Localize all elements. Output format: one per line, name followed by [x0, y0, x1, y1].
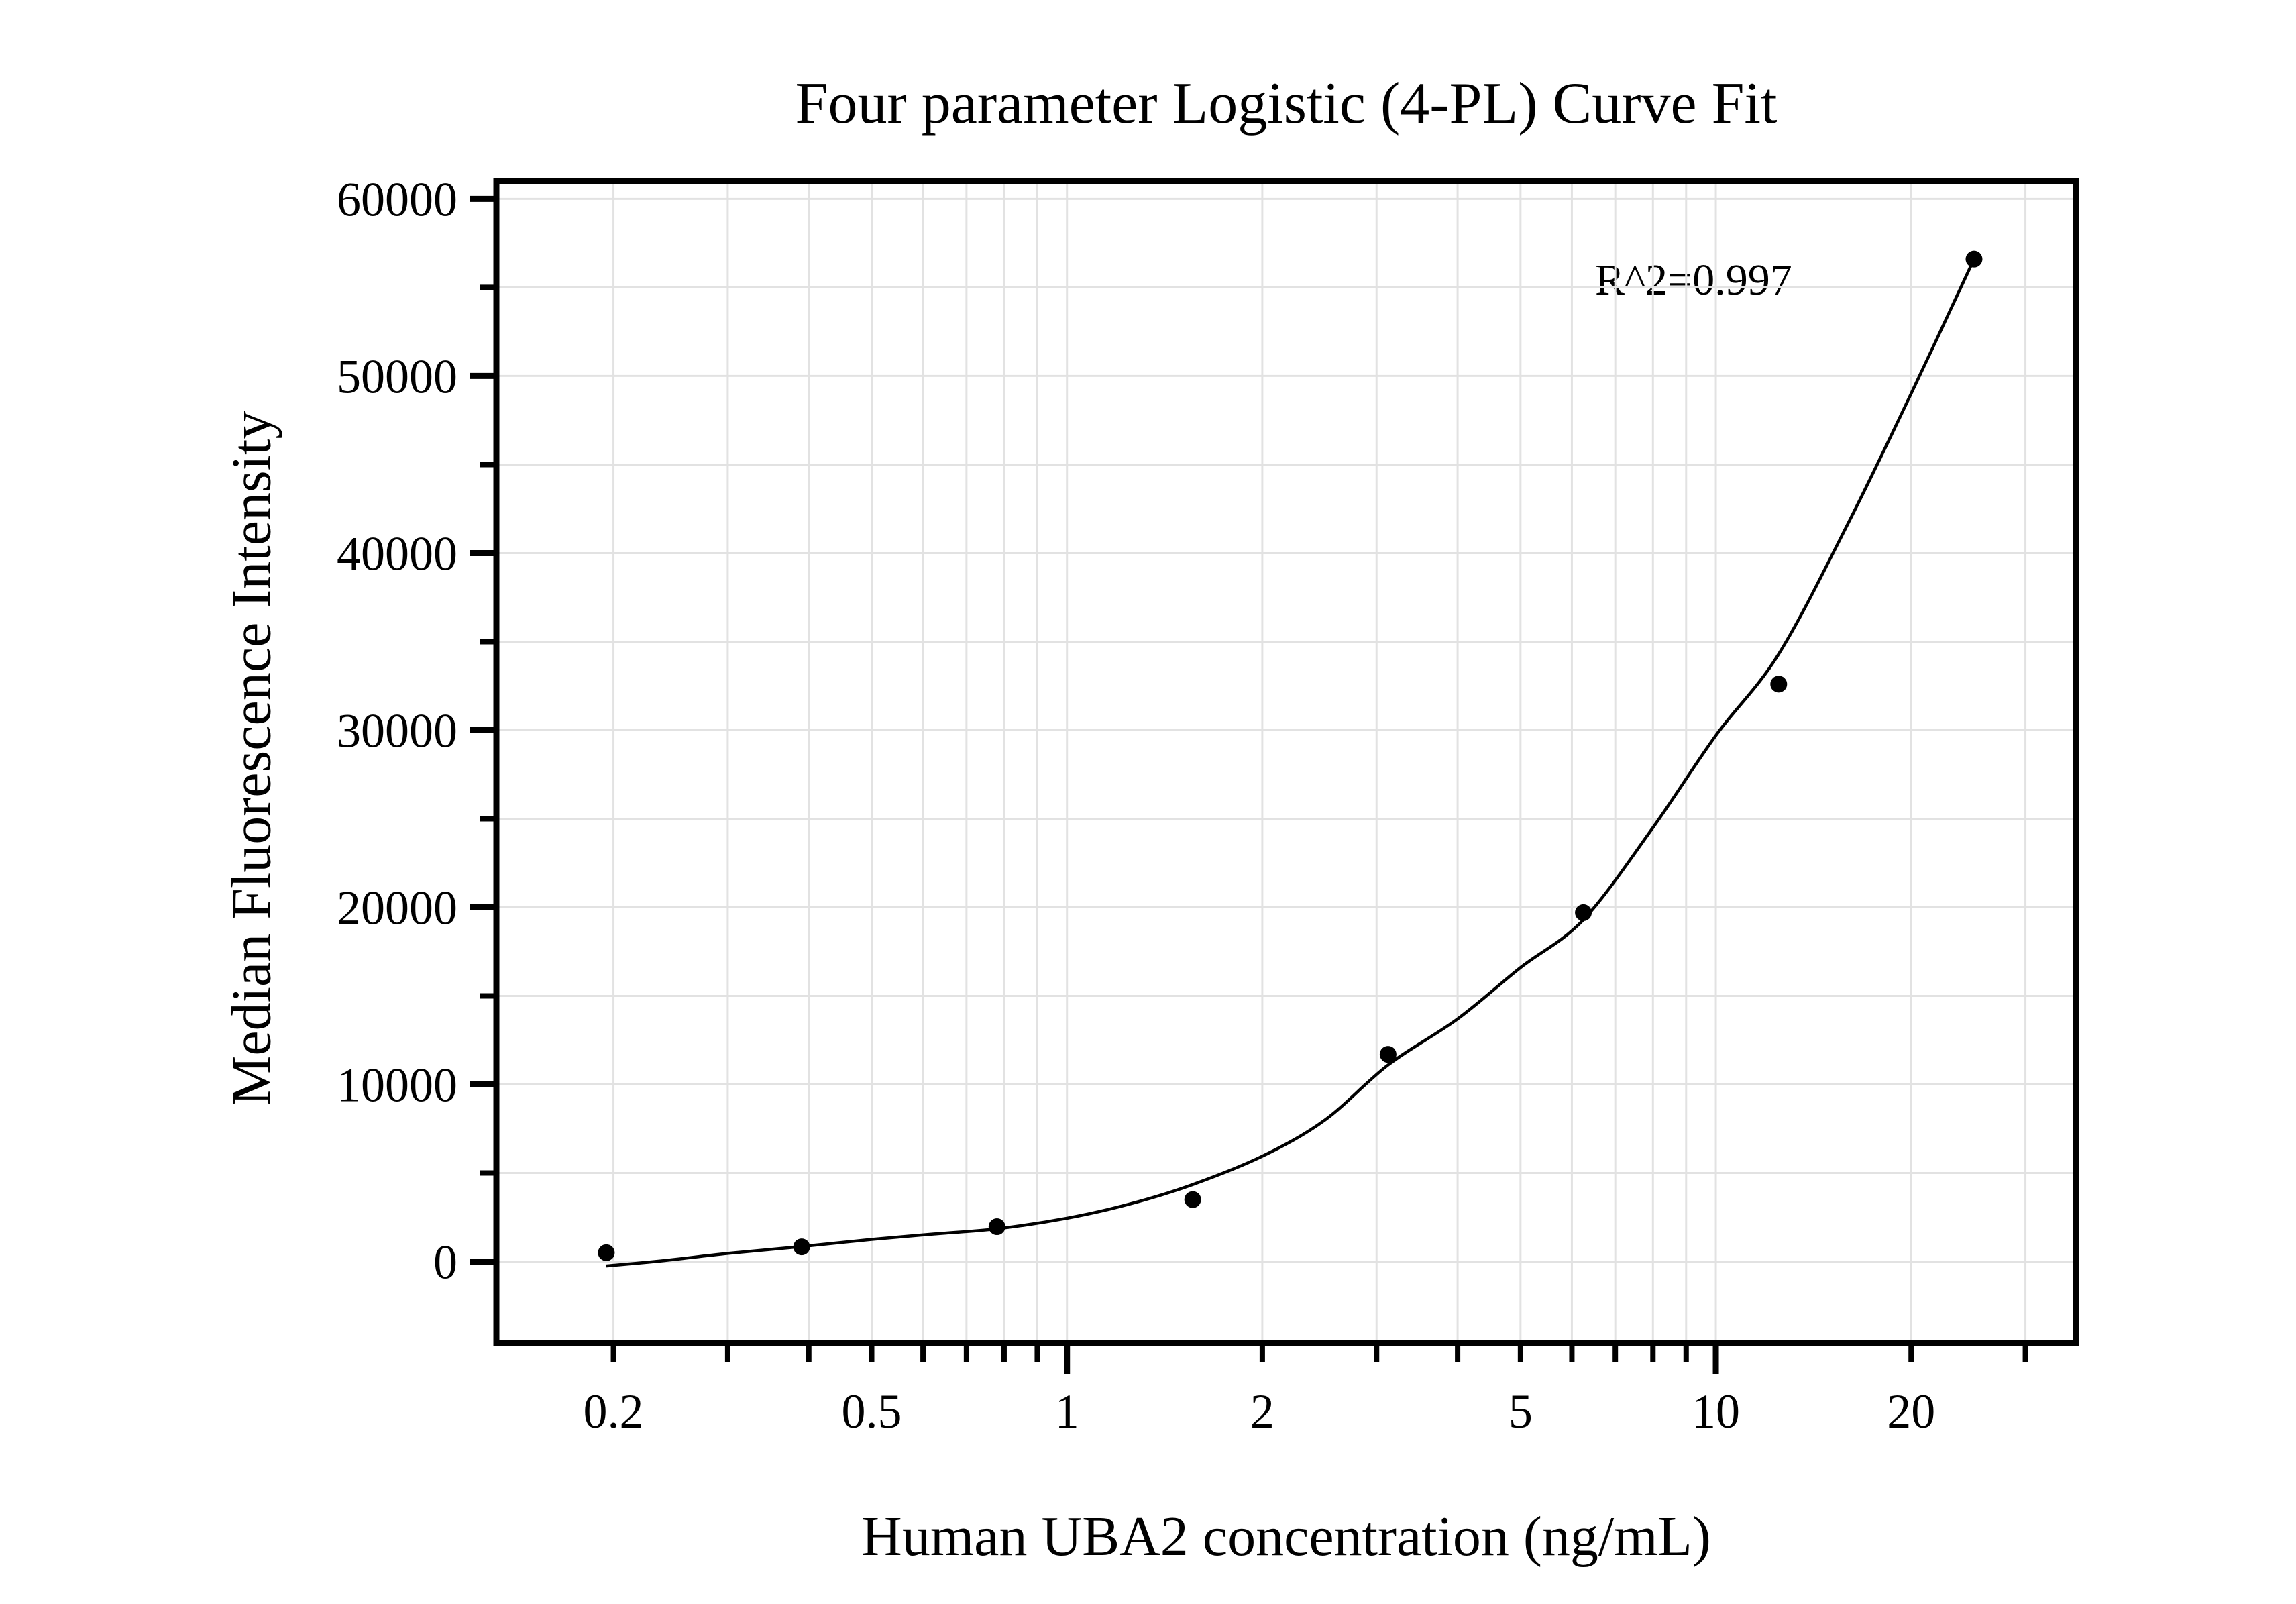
axis-frame — [493, 178, 2079, 1346]
data-point — [1965, 250, 1983, 268]
x-tick-label: 5 — [1509, 1385, 1533, 1438]
data-point — [1184, 1191, 1201, 1208]
y-tick-label: 50000 — [337, 350, 457, 403]
y-tick-label: 60000 — [337, 172, 457, 226]
x-tick-label: 2 — [1250, 1385, 1274, 1438]
fit-curve — [606, 258, 1976, 1268]
data-point — [793, 1238, 810, 1256]
data-point — [598, 1244, 615, 1261]
y-tick-label: 10000 — [337, 1059, 457, 1112]
x-axis-title: Human UBA2 concentration (ng/mL) — [861, 1505, 1711, 1568]
data-point — [1770, 676, 1788, 693]
x-tick-label: 20 — [1887, 1385, 1935, 1438]
y-tick-label: 20000 — [337, 881, 457, 935]
data-point — [1379, 1046, 1397, 1063]
data-point — [988, 1218, 1005, 1236]
x-tick-label: 1 — [1055, 1385, 1079, 1438]
y-tick-label: 40000 — [337, 527, 457, 580]
x-tick-label: 10 — [1692, 1385, 1740, 1438]
x-tick-label: 0.2 — [584, 1385, 644, 1438]
r-squared-annotation: R^2=0.997 — [1595, 256, 1792, 305]
y-tick-label: 30000 — [337, 704, 457, 757]
data-point — [1575, 904, 1592, 921]
x-tick-label: 0.5 — [842, 1385, 902, 1438]
chart-title: Four parameter Logistic (4-PL) Curve Fit — [795, 71, 1778, 136]
y-tick-label: 0 — [433, 1236, 457, 1289]
